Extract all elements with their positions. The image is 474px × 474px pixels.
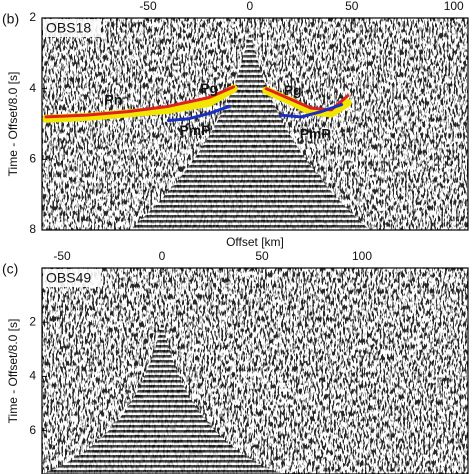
x-tick-label: -50 <box>139 0 157 13</box>
wavefield <box>129 30 370 230</box>
y-axis-label: Time - Offset/8.0 [s] <box>6 72 20 177</box>
x-tick-label: 0 <box>159 249 166 263</box>
y-tick-label: 2 <box>29 10 36 24</box>
y-tick-label: 8 <box>29 222 36 236</box>
panel-label: (c) <box>2 261 18 277</box>
station-label: OBS18 <box>46 20 91 36</box>
station-box <box>43 19 101 37</box>
y-axis-label: Time - Offset/8.0 [s] <box>6 319 20 424</box>
station-box <box>43 269 101 287</box>
pick-line <box>42 84 352 123</box>
y-tick-label: 6 <box>29 152 36 166</box>
panel-label: (b) <box>2 11 19 27</box>
station-label: OBS49 <box>46 270 91 286</box>
x-tick-label: 100 <box>352 249 372 263</box>
wavefield <box>42 320 282 474</box>
y-tick-label: 4 <box>29 369 36 383</box>
plot-area: Pn Pg Pg PmP PmP <box>42 18 468 230</box>
x-tick-label: 100 <box>444 0 464 13</box>
frame <box>41 267 469 474</box>
annotation: Pg <box>200 80 218 96</box>
plot-area <box>42 268 468 474</box>
annotation: PmP <box>179 122 210 138</box>
x-tick-label: -50 <box>53 249 71 263</box>
pick-line <box>166 103 344 122</box>
x-tick-label: 0 <box>247 0 254 13</box>
annotation: PmP <box>300 125 331 141</box>
frame <box>41 17 469 231</box>
y-tick-label: 2 <box>29 314 36 328</box>
y-tick-label: 4 <box>29 81 36 95</box>
y-tick-label: 6 <box>29 423 36 437</box>
annotation: Pg <box>284 82 302 98</box>
annotation: Pn <box>104 92 122 108</box>
x-tick-label: 50 <box>255 249 269 263</box>
x-axis-label: Offset [km] <box>226 235 284 249</box>
x-tick-label: 50 <box>345 0 359 13</box>
